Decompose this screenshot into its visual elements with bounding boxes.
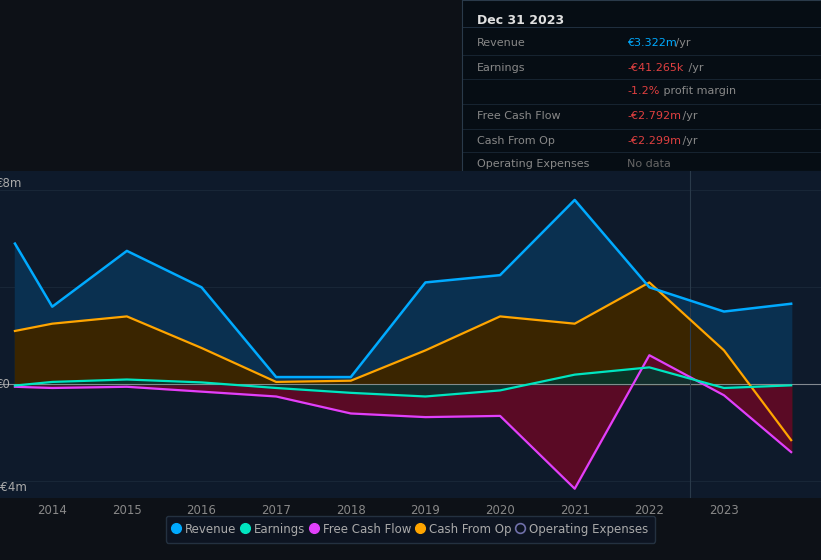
Text: €0: €0 [0, 378, 11, 391]
Text: Earnings: Earnings [476, 63, 525, 73]
Text: /yr: /yr [679, 111, 697, 121]
Text: profit margin: profit margin [659, 86, 736, 96]
Text: -€2.792m: -€2.792m [627, 111, 681, 121]
Text: -€2.299m: -€2.299m [627, 136, 681, 146]
Text: Revenue: Revenue [476, 38, 525, 48]
Text: €3.322m: €3.322m [627, 38, 677, 48]
Text: -1.2%: -1.2% [627, 86, 659, 96]
Text: Cash From Op: Cash From Op [476, 136, 554, 146]
Text: /yr: /yr [679, 136, 697, 146]
Text: No data: No data [627, 159, 671, 169]
Text: -€4m: -€4m [0, 482, 27, 494]
Text: Free Cash Flow: Free Cash Flow [476, 111, 560, 121]
Text: /yr: /yr [672, 38, 691, 48]
Text: /yr: /yr [686, 63, 704, 73]
Text: €8m: €8m [0, 177, 22, 190]
Legend: Revenue, Earnings, Free Cash Flow, Cash From Op, Operating Expenses: Revenue, Earnings, Free Cash Flow, Cash … [166, 516, 655, 543]
Text: Dec 31 2023: Dec 31 2023 [476, 13, 564, 27]
Text: Operating Expenses: Operating Expenses [476, 159, 589, 169]
Text: -€41.265k: -€41.265k [627, 63, 684, 73]
